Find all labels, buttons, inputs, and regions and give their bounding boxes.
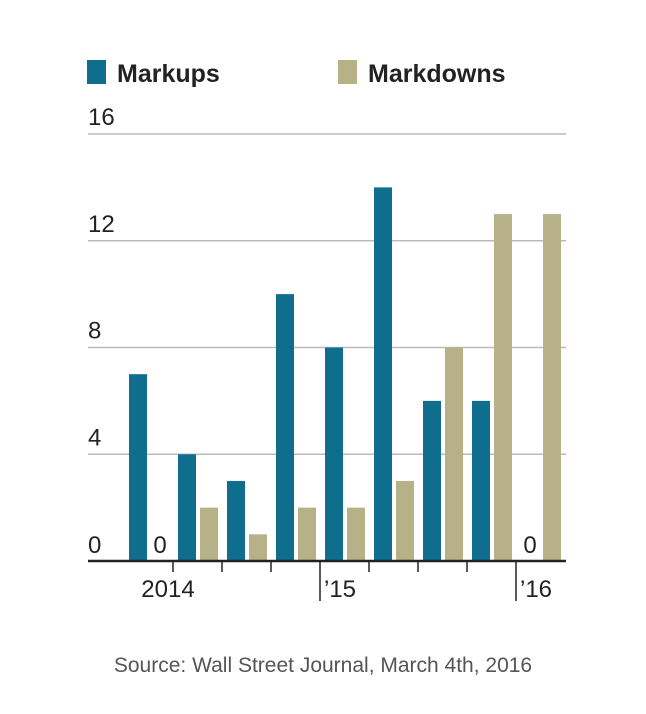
x-axis: 2014 ’15 ’16 <box>88 559 566 603</box>
bar-markups-4 <box>276 294 294 561</box>
x-year-label: ’15 <box>324 576 356 603</box>
bar-markups-1 <box>129 374 147 561</box>
bar-markdowns-8 <box>494 214 512 561</box>
bar-markdowns-3 <box>249 534 267 561</box>
bar-markups-3 <box>227 480 245 561</box>
zero-value-label: 0 <box>523 532 536 559</box>
y-tick-label: 8 <box>88 318 101 345</box>
bar-markups-2 <box>178 454 196 561</box>
bar-markdowns-9 <box>543 214 561 561</box>
legend-swatch-markups <box>87 60 106 84</box>
bar-markups-7 <box>423 400 441 561</box>
y-tick-label: 4 <box>88 424 101 451</box>
bar-markdowns-2 <box>200 507 218 561</box>
x-year-label: 2014 <box>141 576 194 603</box>
legend-label-markdowns: Markdowns <box>368 60 506 88</box>
legend-label-markups: Markups <box>117 60 220 88</box>
x-year-label: ’16 <box>520 576 552 603</box>
bar-markups-6 <box>374 187 392 561</box>
y-axis-ticks: 0 4 8 12 16 <box>88 104 115 559</box>
y-tick-label: 12 <box>88 211 115 238</box>
bar-markdowns-5 <box>347 507 365 561</box>
bar-markdowns-6 <box>396 480 414 561</box>
bar-markdowns-7 <box>445 347 463 561</box>
zero-value-label: 0 <box>153 532 166 559</box>
y-tick-label: 0 <box>88 532 101 559</box>
bar-markups-5 <box>325 347 343 561</box>
y-tick-label: 16 <box>88 104 115 131</box>
bar-markdowns-4 <box>298 507 316 561</box>
source-note: Source: Wall Street Journal, March 4th, … <box>113 654 533 677</box>
bar-markups-8 <box>472 400 490 561</box>
legend-swatch-markdowns <box>338 60 357 84</box>
